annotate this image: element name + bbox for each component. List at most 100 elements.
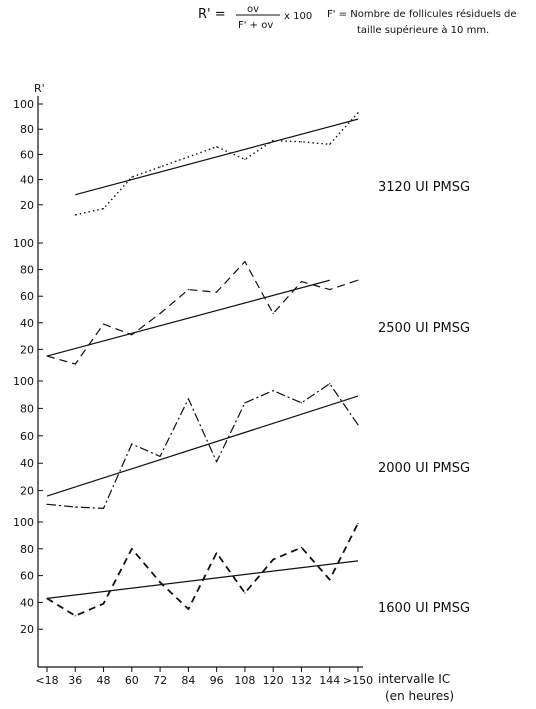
x-axis-label-line1: intervalle IC: [378, 672, 450, 686]
data-point: [131, 176, 133, 178]
data-point: [74, 214, 76, 216]
y-tick-label: 60: [20, 430, 34, 443]
data-point: [216, 461, 218, 463]
x-tick-label: 84: [181, 674, 195, 687]
series-line: [46, 522, 359, 617]
panel-2: 20 40 60 80 100 2500 UI PMSG: [13, 237, 470, 365]
data-point: [131, 334, 133, 336]
data-point: [74, 506, 76, 508]
regression-line: [46, 279, 330, 357]
data-point: [159, 312, 161, 315]
x-tick-label: 132: [291, 674, 312, 687]
x-tick-label: 96: [210, 674, 224, 687]
data-point: [244, 261, 246, 263]
formula-numerator: ov: [247, 4, 259, 15]
data-point: [244, 402, 246, 404]
regression-line: [75, 118, 359, 196]
data-point: [357, 112, 359, 114]
panel-4: 20 40 60 80 100 1600 UI PMSG: [13, 516, 470, 636]
data-point: [329, 288, 331, 291]
data-point: [216, 552, 218, 554]
data-point: [357, 279, 359, 281]
panels-layer: 20 40 60 80 100 3120 UI PMSG 20 40 60 80 100 2500 U…: [13, 98, 470, 636]
data-point: [187, 398, 189, 400]
data-point: [244, 592, 246, 594]
data-point: [300, 402, 303, 404]
data-point: [46, 597, 48, 599]
data-point: [74, 615, 76, 617]
data-point: [329, 383, 331, 385]
y-tick-label: 20: [20, 199, 34, 212]
data-point: [272, 558, 274, 561]
data-point: [244, 158, 246, 161]
formula-multiplier: x 100: [284, 11, 312, 22]
y-tick-label: 20: [20, 485, 34, 498]
y-tick-label: 60: [20, 570, 34, 583]
x-tick-label: >150: [343, 674, 373, 687]
data-point: [187, 288, 189, 291]
data-point: [102, 323, 105, 325]
data-point: [216, 291, 218, 293]
y-tick-label: 80: [20, 402, 34, 415]
data-point: [300, 280, 303, 283]
data-point: [102, 603, 105, 605]
formula-block: R' = ov F' + ov x 100 F' = Nombre de fol…: [198, 4, 517, 36]
data-point: [159, 166, 161, 168]
data-point: [74, 363, 76, 365]
data-point: [46, 355, 48, 357]
formula-note-line1: F' = Nombre de follicules résiduels de: [327, 8, 517, 20]
data-point: [159, 581, 161, 583]
panel-3: 20 40 60 80 100 2000 UI PMSG: [13, 375, 470, 510]
y-tick-label: 80: [20, 543, 34, 556]
data-point: [329, 143, 331, 145]
data-point: [300, 546, 303, 549]
y-tick-label: 80: [20, 264, 34, 277]
series-line: [46, 261, 359, 365]
x-tick-label: 36: [68, 674, 82, 687]
x-tick-label: 60: [125, 674, 139, 687]
data-point: [272, 139, 274, 142]
y-tick-label: 60: [20, 290, 34, 303]
panel-label: 3120 UI PMSG: [378, 180, 470, 195]
y-tick-label: 80: [20, 123, 34, 136]
y-tick-label: 40: [20, 596, 34, 609]
data-point: [131, 548, 133, 550]
data-point: [102, 507, 105, 510]
data-point: [131, 443, 133, 445]
x-tick-label: 72: [153, 674, 167, 687]
data-point: [272, 389, 274, 392]
y-tick-label: 100: [13, 98, 34, 111]
x-tick-label: 144: [319, 674, 340, 687]
data-point: [272, 312, 274, 315]
panel-label: 2500 UI PMSG: [378, 321, 470, 336]
y-axis-label: R': [34, 82, 45, 95]
y-tick-label: 20: [20, 343, 34, 356]
data-point: [357, 424, 359, 426]
data-point: [187, 156, 189, 158]
x-tick-label: 108: [234, 674, 255, 687]
x-tick-label: 120: [263, 674, 284, 687]
y-tick-label: 60: [20, 148, 34, 161]
data-point: [216, 146, 218, 148]
data-point: [357, 522, 359, 524]
formula-denominator: F' + ov: [238, 20, 273, 31]
panel-1: 20 40 60 80 100 3120 UI PMSG: [13, 98, 470, 216]
y-tick-label: 100: [13, 375, 34, 388]
y-tick-label: 20: [20, 623, 34, 636]
data-point: [300, 141, 303, 143]
series-line: [75, 112, 359, 216]
y-tick-label: 100: [13, 237, 34, 250]
y-tick-label: 40: [20, 317, 34, 330]
panel-label: 2000 UI PMSG: [378, 461, 470, 476]
x-tick-label: <18: [35, 674, 58, 687]
data-point: [46, 503, 48, 505]
y-tick-label: 40: [20, 174, 34, 187]
data-point: [102, 207, 105, 210]
formula-lhs: R' =: [198, 7, 226, 22]
formula-note-line2: taille supérieure à 10 mm.: [357, 24, 489, 36]
x-tick-label: 48: [97, 674, 111, 687]
y-tick-label: 40: [20, 457, 34, 470]
data-point: [329, 579, 331, 581]
data-point: [159, 455, 161, 457]
